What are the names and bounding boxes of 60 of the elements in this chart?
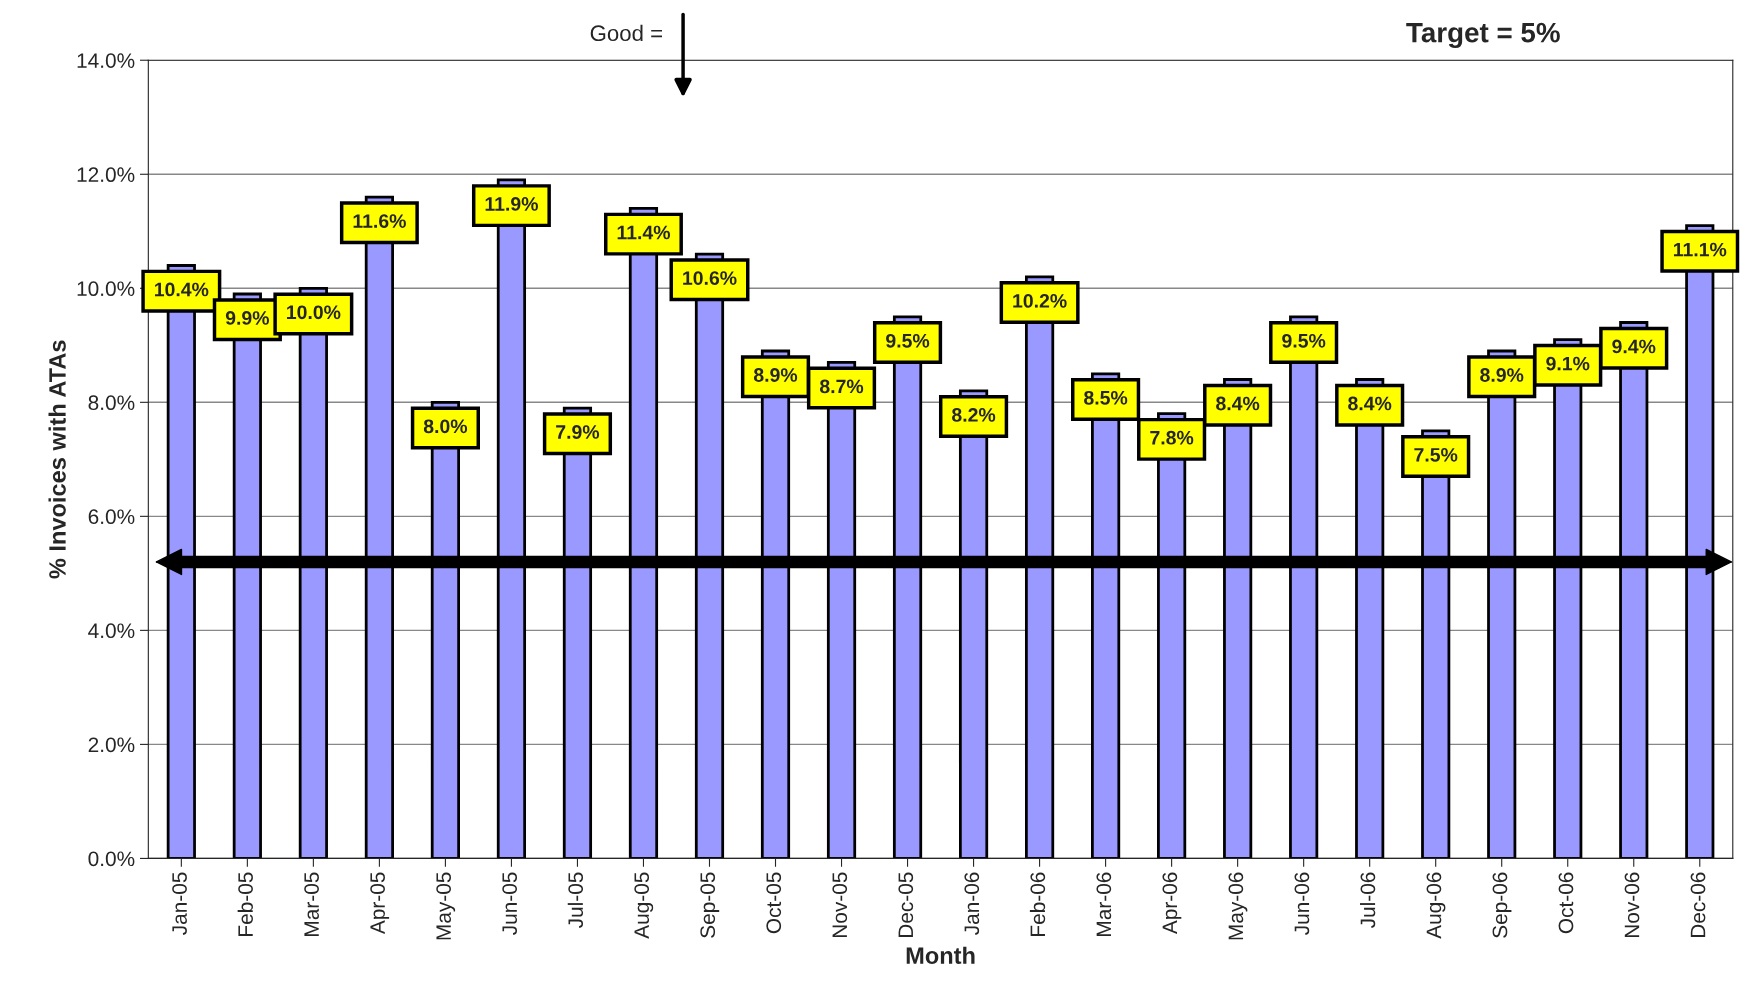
y-tick-label: 8.0%: [88, 395, 135, 411]
data-label: 11.9%: [485, 197, 538, 211]
data-label: 10.2%: [1013, 294, 1067, 308]
data-label: 11.6%: [353, 214, 406, 228]
x-tick-label: Jul-05: [567, 872, 584, 929]
data-label: 8.4%: [1216, 396, 1260, 411]
x-tick-label: Sep-06: [1492, 872, 1512, 938]
data-label: 8.0%: [423, 419, 468, 434]
y-tick-label: 0.0%: [88, 851, 135, 867]
x-tick-label: Nov-06: [1624, 872, 1640, 938]
data-label: 11.4%: [617, 225, 670, 240]
x-tick-label: Mar-05: [304, 872, 319, 936]
x-tick-label: Jul-06: [1359, 872, 1376, 929]
data-label: 9.5%: [1282, 333, 1326, 348]
x-tick-label: Mar-06: [1096, 872, 1112, 936]
data-label: 7.8%: [1150, 430, 1194, 445]
x-tick-label: Apr-06: [1162, 872, 1182, 935]
data-label: 9.9%: [225, 311, 269, 325]
data-label: 7.9%: [556, 425, 600, 439]
data-label: 10.6%: [683, 271, 737, 285]
x-tick-label: Oct-05: [766, 872, 782, 934]
x-tick-label: Jan-05: [172, 872, 187, 935]
data-label: 9.4%: [1612, 339, 1656, 354]
x-tick-label: Jun-05: [502, 872, 518, 935]
data-label: 7.5%: [1414, 447, 1458, 462]
data-label: 10.4%: [154, 282, 209, 297]
y-axis-title: % Invoices with ATAs: [48, 340, 66, 579]
y-tick-label: 10.0%: [77, 281, 135, 297]
x-tick-label: Jan-06: [964, 872, 980, 935]
x-tick-label: Dec-06: [1690, 872, 1706, 938]
x-tick-label: Dec-05: [898, 872, 914, 938]
data-label: 8.7%: [819, 379, 864, 394]
x-tick-label: Sep-05: [700, 872, 720, 938]
y-tick-label: 4.0%: [88, 623, 135, 639]
x-axis-title: Month: [906, 946, 975, 964]
data-label: 11.1%: [1673, 242, 1727, 257]
data-label: 8.9%: [1480, 368, 1524, 382]
x-tick-label: May-05: [436, 872, 456, 940]
x-tick-label: May-06: [1228, 872, 1248, 940]
x-tick-label: Feb-06: [1029, 872, 1046, 936]
x-tick-label: Aug-06: [1426, 872, 1446, 939]
x-tick-label: Feb-05: [237, 872, 253, 936]
y-tick-label: 2.0%: [88, 737, 135, 753]
data-label: 8.2%: [952, 408, 996, 422]
x-tick-label: Nov-05: [832, 872, 848, 938]
x-tick-label: Oct-06: [1558, 872, 1574, 934]
data-label: 9.1%: [1546, 356, 1590, 371]
data-label: 10.0%: [287, 305, 341, 320]
data-label: 8.4%: [1348, 396, 1392, 411]
data-label: 8.9%: [753, 368, 798, 382]
data-label: 8.5%: [1084, 390, 1128, 405]
y-tick-label: 6.0%: [88, 509, 135, 525]
x-tick-label: Aug-05: [634, 872, 654, 939]
y-tick-label: 12.0%: [77, 167, 135, 183]
text: Good =: [590, 24, 663, 42]
data-label: 9.5%: [886, 333, 930, 348]
y-tick-label: 14.0%: [77, 53, 135, 68]
x-tick-label: Apr-05: [370, 872, 390, 935]
text: Target = 5%: [1406, 22, 1560, 49]
x-tick-label: Jun-06: [1294, 872, 1310, 935]
